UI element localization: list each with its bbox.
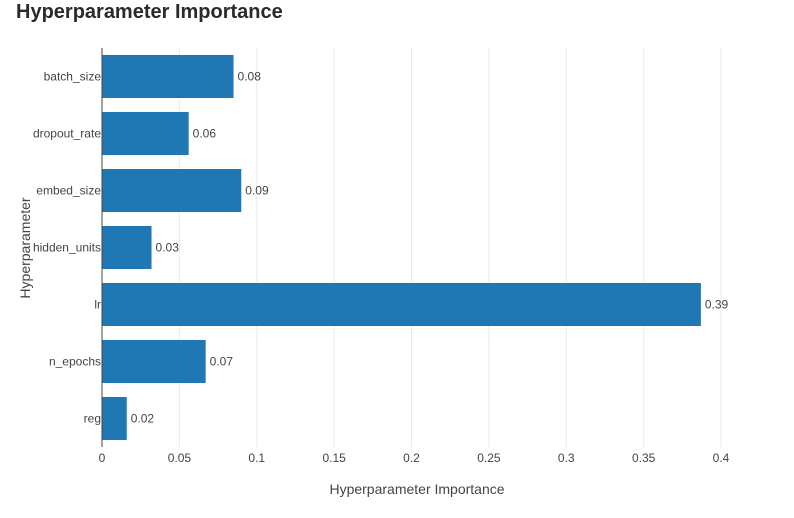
x-tick-label: 0.15	[322, 451, 346, 465]
y-tick-label: hidden_units	[33, 241, 101, 255]
bar-reg[interactable]	[102, 397, 127, 440]
x-tick-label: 0.25	[477, 451, 501, 465]
bar-embed_size[interactable]	[102, 169, 242, 212]
y-tick-label: dropout_rate	[33, 127, 101, 141]
bar-n_epochs[interactable]	[102, 340, 206, 383]
x-axis-ticks: 0 0.05 0.1 0.15 0.2 0.25 0.3 0.35 0.4	[99, 451, 730, 465]
x-tick-label: 0	[99, 451, 106, 465]
x-tick-label: 0.1	[248, 451, 265, 465]
x-tick-label: 0.35	[632, 451, 656, 465]
chart-title: Hyperparameter Importance	[16, 1, 283, 23]
data-label-lr: 0.39	[705, 298, 729, 312]
data-label-dropout_rate: 0.06	[193, 127, 217, 141]
bar-lr[interactable]	[102, 283, 701, 326]
y-axis-title: Hyperparameter	[17, 197, 33, 298]
y-axis-ticks: batch_size dropout_rate embed_size hidden_u…	[33, 70, 101, 426]
x-tick-label: 0.05	[168, 451, 192, 465]
x-tick-label: 0.4	[713, 451, 730, 465]
bar-hidden_units[interactable]	[102, 226, 152, 269]
x-axis-title: Hyperparameter Importance	[329, 481, 504, 497]
y-tick-label: reg	[84, 412, 101, 426]
y-tick-label: embed_size	[36, 184, 101, 198]
data-label-batch_size: 0.08	[238, 70, 262, 84]
y-tick-label: lr	[94, 298, 101, 312]
data-label-reg: 0.02	[131, 412, 155, 426]
x-tick-label: 0.2	[403, 451, 420, 465]
bar-batch_size[interactable]	[102, 55, 234, 98]
y-tick-label: batch_size	[44, 70, 102, 84]
data-label-hidden_units: 0.03	[156, 241, 180, 255]
data-label-embed_size: 0.09	[245, 184, 269, 198]
grid-lines	[178, 48, 722, 447]
bar-dropout_rate[interactable]	[102, 112, 189, 155]
bars	[102, 55, 701, 440]
data-labels: 0.08 0.06 0.09 0.03 0.39 0.07 0.02	[131, 70, 729, 426]
data-label-n_epochs: 0.07	[210, 355, 234, 369]
y-tick-label: n_epochs	[49, 355, 101, 369]
x-tick-label: 0.3	[558, 451, 575, 465]
